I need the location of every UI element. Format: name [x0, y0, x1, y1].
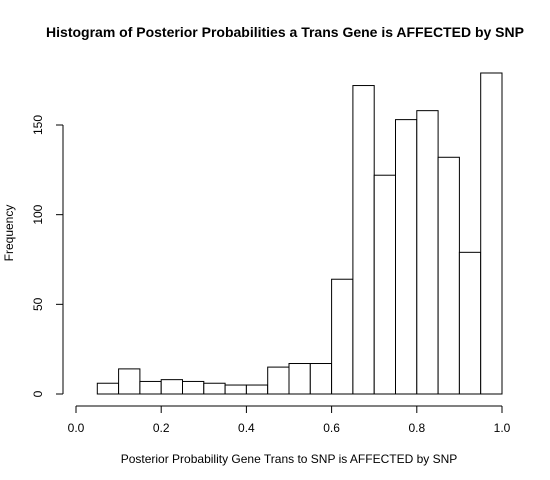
histogram-bar-11 [331, 278, 354, 395]
histogram-bar-12 [352, 85, 375, 395]
x-axis: 0.0 0.2 0.4 0.6 0.8 1.0 [68, 405, 511, 435]
histogram-bar-13 [373, 174, 397, 395]
y-tick-label-0: 0 [31, 390, 45, 397]
histogram-bar-5 [203, 382, 226, 395]
y-tick-label-3: 150 [31, 115, 45, 135]
histogram-bar-1 [118, 368, 141, 395]
histogram-bar-6 [224, 384, 247, 395]
histogram-bar-17 [458, 251, 482, 395]
x-tick-label-0: 0.0 [68, 421, 85, 435]
x-tick-label-3: 0.6 [323, 421, 340, 435]
histogram-bar-14 [395, 119, 418, 395]
histogram-bar-0 [96, 382, 120, 395]
x-axis-label: Posterior Probability Gene Trans to SNP … [121, 452, 458, 466]
histogram-bars [96, 72, 503, 395]
histogram-bar-3 [160, 379, 183, 395]
histogram-bar-9 [288, 363, 311, 395]
y-axis-label: Frequency [2, 205, 16, 262]
x-tick-label-2: 0.4 [238, 421, 255, 435]
y-tick-label-2: 100 [31, 204, 45, 224]
y-axis: 0 50 100 150 [31, 115, 64, 397]
x-tick-label-1: 0.2 [153, 421, 170, 435]
histogram-bar-2 [139, 380, 162, 395]
x-tick-label-5: 1.0 [494, 421, 511, 435]
histogram-bar-16 [437, 156, 460, 395]
x-tick-label-4: 0.8 [408, 421, 425, 435]
histogram-bar-18 [480, 72, 503, 395]
histogram-bar-10 [309, 363, 333, 395]
histogram-bar-7 [245, 384, 269, 395]
histogram-bar-15 [416, 110, 439, 395]
histogram-bar-4 [182, 380, 205, 395]
histogram-bar-8 [267, 366, 290, 395]
y-tick-label-1: 50 [31, 297, 45, 311]
chart-title: Histogram of Posterior Probabilities a T… [46, 24, 524, 40]
